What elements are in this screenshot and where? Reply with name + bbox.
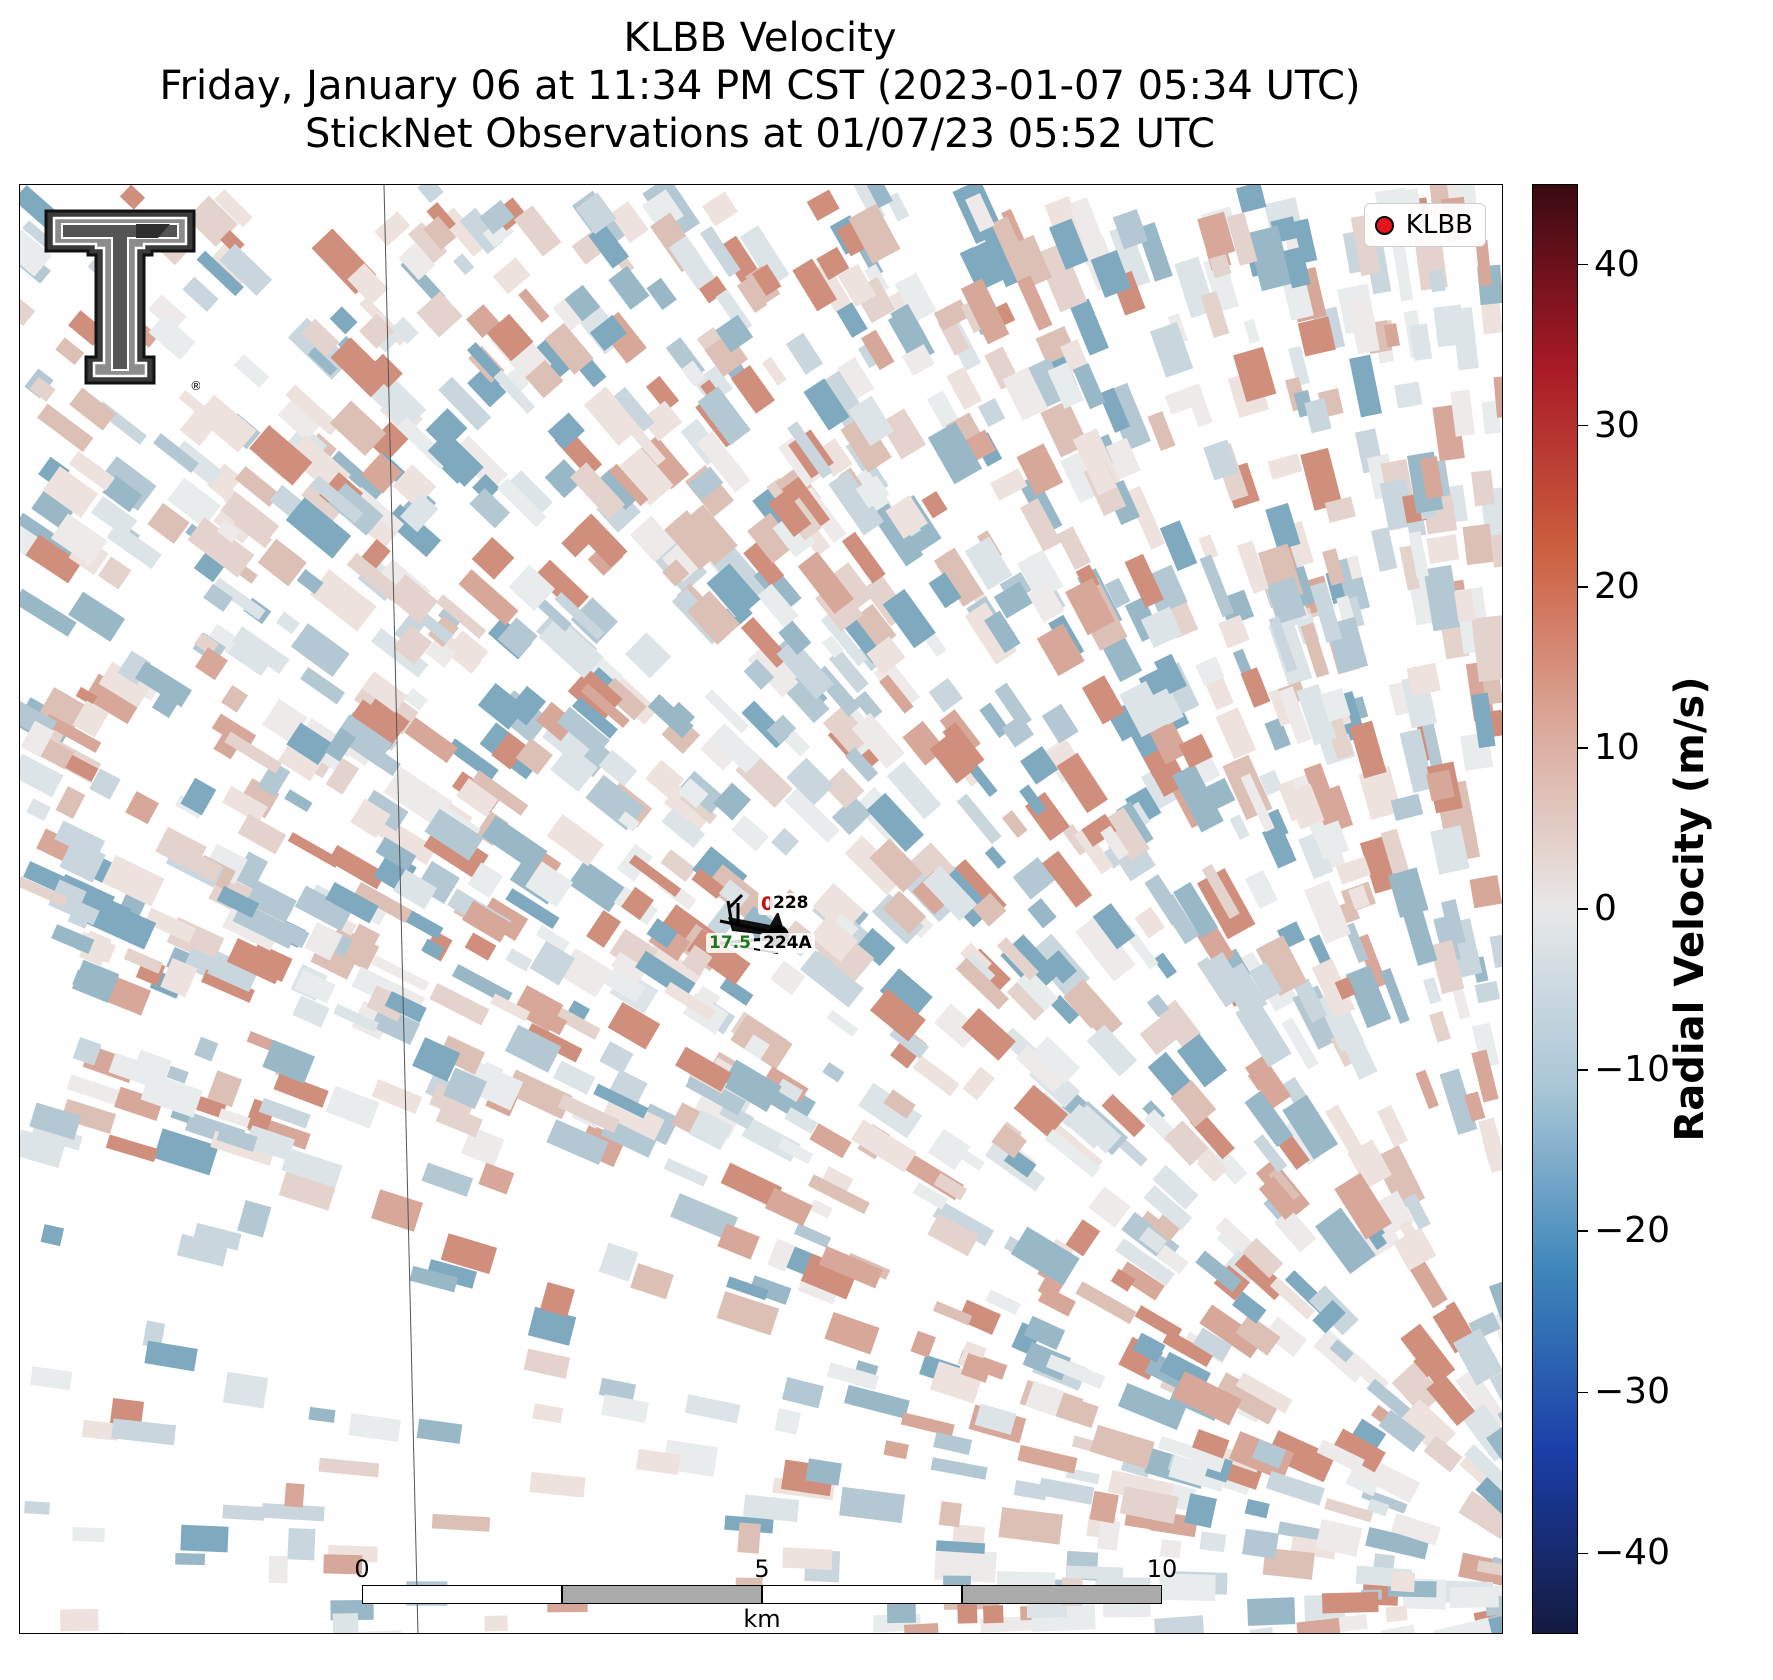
colorbar [1532, 184, 1578, 1634]
colorbar-tick-mark [1578, 424, 1588, 427]
station-228-id: 228 [770, 893, 812, 913]
colorbar-tick-mark [1578, 1552, 1588, 1555]
colorbar-tick-mark [1578, 1230, 1588, 1232]
radar-map[interactable]: ® KLBB 0 228 17.5 224A 0 5 10 km [19, 184, 1503, 1634]
colorbar-tick-label: 10 [1594, 726, 1640, 768]
legend: KLBB [1363, 203, 1486, 247]
colorbar-tick-label: −10 [1594, 1049, 1670, 1091]
colorbar-tick-label: −30 [1594, 1371, 1670, 1413]
scale-segment-1 [362, 1585, 562, 1604]
klbb-marker-icon [1374, 215, 1394, 235]
legend-label: KLBB [1405, 210, 1473, 240]
colorbar-tick-mark [1578, 1069, 1588, 1071]
logo-registered-mark: ® [190, 379, 200, 391]
colorbar-tick-mark [1578, 747, 1588, 749]
title-block: KLBB Velocity Friday, January 06 at 11:3… [0, 14, 1520, 158]
station-cluster-icon[interactable] [690, 865, 830, 985]
texas-tech-logo-icon: ® [44, 209, 200, 391]
road-line [383, 185, 419, 1633]
scale-segment-2 [562, 1585, 762, 1604]
title-line-3: StickNet Observations at 01/07/23 05:52 … [305, 111, 1215, 157]
station-224a-id: 224A [760, 933, 815, 953]
scale-bar: 0 5 10 km [354, 1555, 1177, 1633]
colorbar-tick-mark [1578, 586, 1588, 588]
colorbar-tick-mark [1578, 263, 1588, 266]
scale-tick-0: 0 [354, 1555, 370, 1583]
scale-unit: km [743, 1605, 781, 1633]
colorbar-tick-label: −20 [1594, 1210, 1670, 1252]
title-line-1: KLBB Velocity [623, 15, 897, 61]
colorbar-tick-mark [1578, 908, 1588, 910]
title-line-2: Friday, January 06 at 11:34 PM CST (2023… [159, 63, 1361, 109]
velocity-field [20, 185, 1502, 1633]
colorbar-tick-mark [1578, 1391, 1588, 1394]
velocity-gates [20, 185, 1502, 1633]
scale-segment-4 [962, 1585, 1162, 1604]
scale-tick-5: 5 [754, 1555, 770, 1583]
station-224a-value: 17.5 [706, 933, 754, 953]
scale-segment-3 [762, 1585, 962, 1604]
scale-tick-10: 10 [1146, 1555, 1178, 1583]
colorbar-tick-label: 40 [1594, 243, 1640, 285]
colorbar-label: Radial Velocity (m/s) [1667, 676, 1713, 1142]
colorbar-tick-label: 30 [1594, 404, 1640, 446]
colorbar-tick-label: −40 [1594, 1532, 1670, 1574]
colorbar-tick-label: 0 [1594, 888, 1617, 929]
colorbar-tick-label: 20 [1594, 565, 1640, 607]
